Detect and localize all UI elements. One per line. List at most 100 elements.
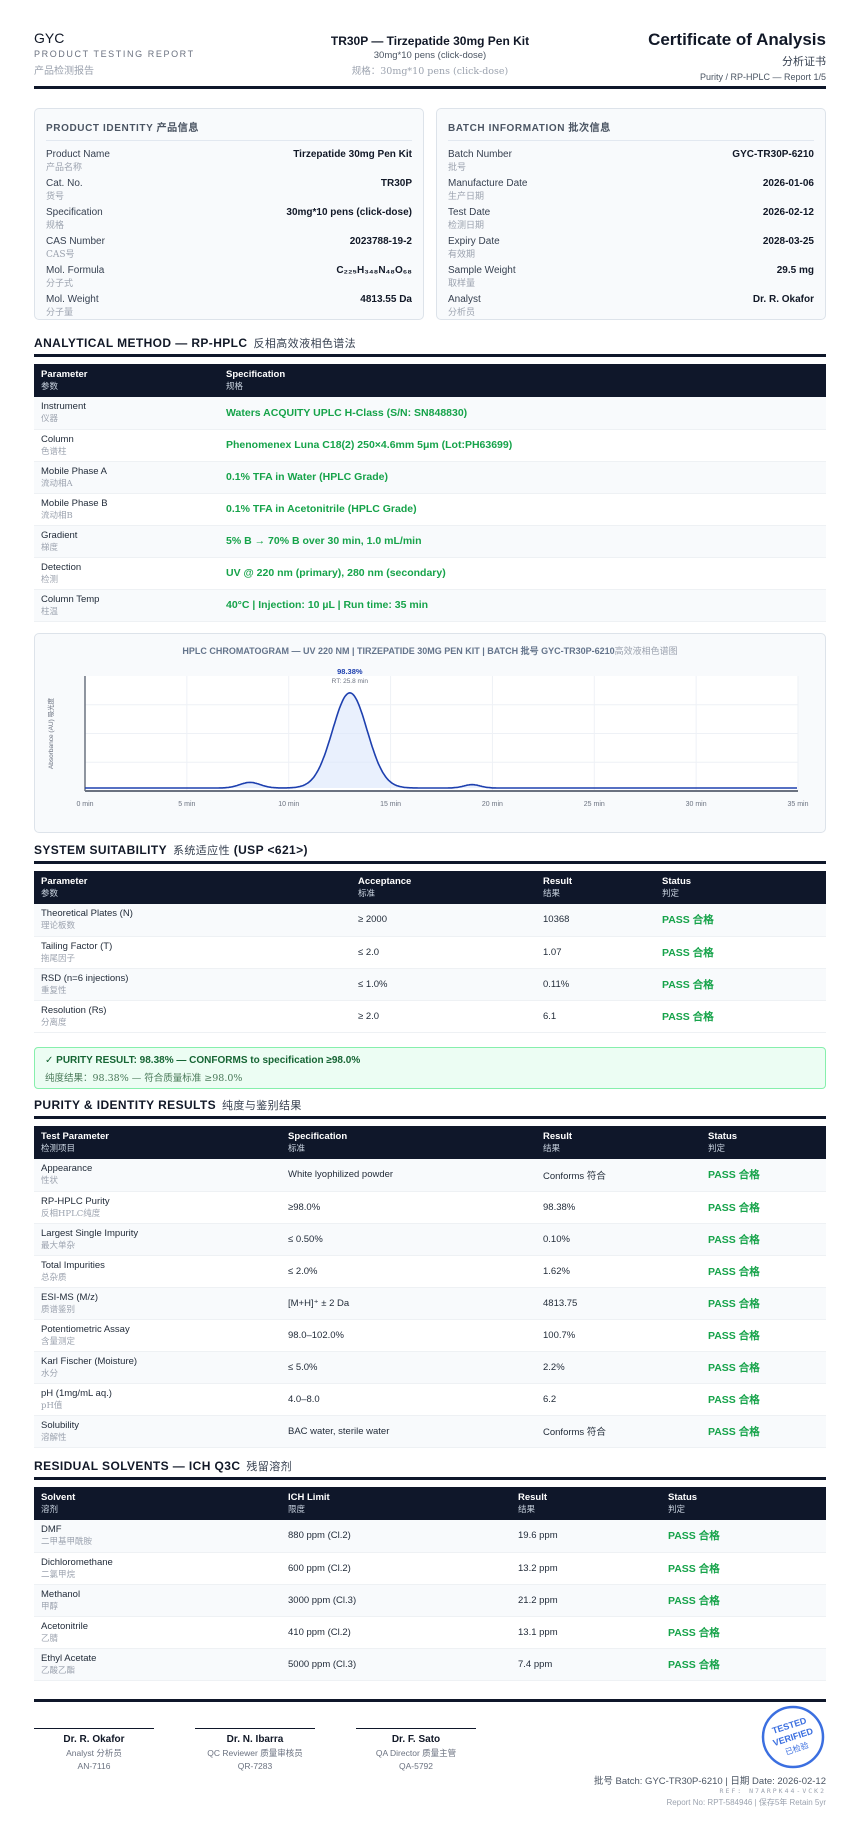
- field-value: 2023788-19-2: [349, 236, 412, 247]
- product-title: TR30P — Tirzepatide 30mg Pen Kit: [330, 34, 530, 48]
- header-cn: 结果: [543, 888, 561, 898]
- label-en: Specification: [46, 207, 103, 218]
- result-cell: 2.2%: [536, 1351, 701, 1384]
- status-badge: PASS 合格: [661, 1520, 826, 1553]
- x-tick-label: 30 min: [686, 801, 707, 808]
- table-row: Appearance 性状 White lyophilized powder Conf…: [34, 1159, 826, 1192]
- label-en: Batch Number: [448, 149, 512, 160]
- header-en: Specification: [288, 1131, 348, 1142]
- label-cn: 有效期: [448, 250, 476, 260]
- status-badge: PASS 合格: [655, 1000, 826, 1033]
- footer-report-no: Report No: RPT-584946 | 保存5年 Retain 5yr: [666, 1798, 826, 1807]
- header-cn: 判定: [668, 1504, 686, 1514]
- status-badge: Waters ACQUITY UPLC H-Class (S/N: SN8488…: [219, 397, 826, 430]
- doc-title: Certificate of Analysis: [648, 30, 826, 49]
- param-en: Largest Single Impurity: [41, 1227, 139, 1239]
- chart-title: HPLC CHROMATOGRAM — UV 220 NM | TIRZEPAT…: [35, 644, 825, 657]
- param-cn: 含量测定: [41, 1336, 76, 1347]
- header-cn: 判定: [708, 1143, 726, 1153]
- param-cell: Tailing Factor (T) 拖尾因子: [34, 936, 351, 969]
- param-cell: Appearance 性状: [34, 1159, 281, 1192]
- x-tick-label: 15 min: [380, 801, 401, 808]
- table-header-row: Parameter 参数 Acceptance 标准 Result 结果 Status 判定: [34, 871, 826, 904]
- kv-list: Batch Number 批号 GYC-TR30P-6210 Manufacture …: [448, 149, 814, 323]
- column-header: Status 判定: [661, 1487, 826, 1520]
- result-cell: 19.6 ppm: [511, 1520, 661, 1553]
- param-en: Ethyl Acetate: [41, 1652, 97, 1664]
- result-cell: 4813.75: [536, 1287, 701, 1320]
- header-divider: [34, 86, 826, 89]
- param-cell: Gradient 梯度: [34, 525, 219, 558]
- status-badge: 0.1% TFA in Acetonitrile (HPLC Grade): [219, 493, 826, 526]
- spec-cell: 600 ppm (Cl.2): [281, 1552, 511, 1585]
- param-en: Tailing Factor (T): [41, 940, 113, 952]
- column-header: Status 判定: [701, 1126, 826, 1159]
- doc-title-cn: 分析证书: [782, 55, 826, 68]
- table-row: Tailing Factor (T) 拖尾因子 ≤ 2.0 1.07 PASS 合格: [34, 936, 826, 969]
- param-cell: Mobile Phase A 流动相A: [34, 461, 219, 494]
- label-cn: 检测日期: [448, 221, 485, 231]
- param-cn: 理论板数: [41, 921, 76, 932]
- spec-cell: ≥98.0%: [281, 1191, 536, 1224]
- status-badge: PASS 合格: [655, 968, 826, 1001]
- signer-name: Dr. F. Sato: [391, 1734, 441, 1745]
- status-badge: 0.1% TFA in Water (HPLC Grade): [219, 461, 826, 494]
- param-cn: 分离度: [41, 1017, 67, 1028]
- chromatogram-chart: 0 min 5 min 10 min 15 min 20 min 25 min 30 min…: [46, 667, 809, 808]
- kv-list: Product Name 产品名称 Tirzepatide 30mg Pen Kit…: [46, 149, 412, 323]
- field-label: Manufacture Date 生产日期: [448, 178, 528, 207]
- method-table: Parameter 参数 Specification 规格 Instrument 仪器 Wa…: [34, 364, 826, 622]
- param-en: Dichloromethane: [41, 1556, 113, 1568]
- field-label: CAS Number CAS号: [46, 236, 105, 265]
- status-badge: PASS 合格: [701, 1191, 826, 1224]
- header-cn: 参数: [41, 888, 59, 898]
- param-cn: 梯度: [41, 542, 59, 553]
- kv-row: Expiry Date 有效期 2028-03-25: [448, 236, 814, 265]
- param-cn: 柱温: [41, 606, 59, 617]
- status-badge: PASS 合格: [655, 936, 826, 969]
- signer-name: Dr. N. Ibarra: [226, 1734, 284, 1745]
- param-en: Karl Fischer (Moisture): [41, 1355, 138, 1367]
- param-cn: 水分: [41, 1368, 59, 1379]
- section-heading-solvents: RESIDUAL SOLVENTS — ICH Q3C 残留溶剂: [34, 1458, 826, 1480]
- result-cell: 98.38%: [536, 1191, 701, 1224]
- label-en: Analyst: [448, 294, 481, 305]
- signer-id: AN-7116: [77, 1761, 111, 1771]
- label-cn: 货号: [46, 192, 65, 202]
- spec-cell: 98.0–102.0%: [281, 1319, 536, 1352]
- header-en: Status: [662, 876, 692, 887]
- table-row: pH (1mg/mL aq.) pH值 4.0–8.0 6.2 PASS 合格: [34, 1383, 826, 1416]
- column-header: Parameter 参数: [34, 364, 219, 397]
- column-header: Result 结果: [511, 1487, 661, 1520]
- field-value: Tirzepatide 30mg Pen Kit: [293, 149, 412, 160]
- suitability-table: Parameter 参数 Acceptance 标准 Result 结果 Status 判定 T…: [34, 871, 826, 1033]
- field-value: 2028-03-25: [762, 236, 814, 247]
- label-en: CAS Number: [46, 236, 105, 247]
- column-header: Result 结果: [536, 871, 655, 904]
- spec-cell: ≤ 5.0%: [281, 1351, 536, 1384]
- signature-qa-director: Dr. F. Sato QA Director 质量主管 QA-5792: [356, 1728, 476, 1771]
- status-badge: PASS 合格: [701, 1223, 826, 1256]
- param-cell: Acetonitrile 乙腈: [34, 1616, 281, 1649]
- column-header: Specification 标准: [281, 1126, 536, 1159]
- column-header: Result 结果: [536, 1126, 701, 1159]
- result-cell: 7.4 ppm: [511, 1648, 661, 1681]
- purity-table: Test Parameter 检测项目 Specification 标准 Result 结…: [34, 1126, 826, 1448]
- product-heading: TR30P — Tirzepatide 30mg Pen Kit 30mg*10…: [34, 34, 826, 77]
- param-cell: DMF 二甲基甲酰胺: [34, 1520, 281, 1553]
- param-cn: pH值: [41, 1400, 63, 1411]
- field-label: Mol. Weight 分子量: [46, 294, 99, 323]
- param-cell: RP-HPLC Purity 反相HPLC纯度: [34, 1191, 281, 1224]
- status-badge: PASS 合格: [655, 904, 826, 937]
- peak-rt-label: RT: 25.8 min: [332, 678, 369, 685]
- section-title: PURITY & IDENTITY RESULTS: [34, 1098, 217, 1112]
- signature-qc-reviewer: Dr. N. Ibarra QC Reviewer 质量审核员 QR-7283: [195, 1728, 315, 1771]
- field-value: 4813.55 Da: [360, 294, 412, 305]
- chart-title-text: HPLC CHROMATOGRAM — UV 220 NM | TIRZEPAT…: [182, 646, 615, 656]
- param-cn: 总杂质: [41, 1272, 67, 1283]
- param-cn: 流动相A: [41, 478, 73, 489]
- product-spec: 30mg*10 pens (click-dose): [373, 50, 487, 61]
- spec-cell: ≥ 2000: [351, 904, 536, 937]
- result-cell: 0.10%: [536, 1223, 701, 1256]
- status-badge: PASS 合格: [701, 1159, 826, 1192]
